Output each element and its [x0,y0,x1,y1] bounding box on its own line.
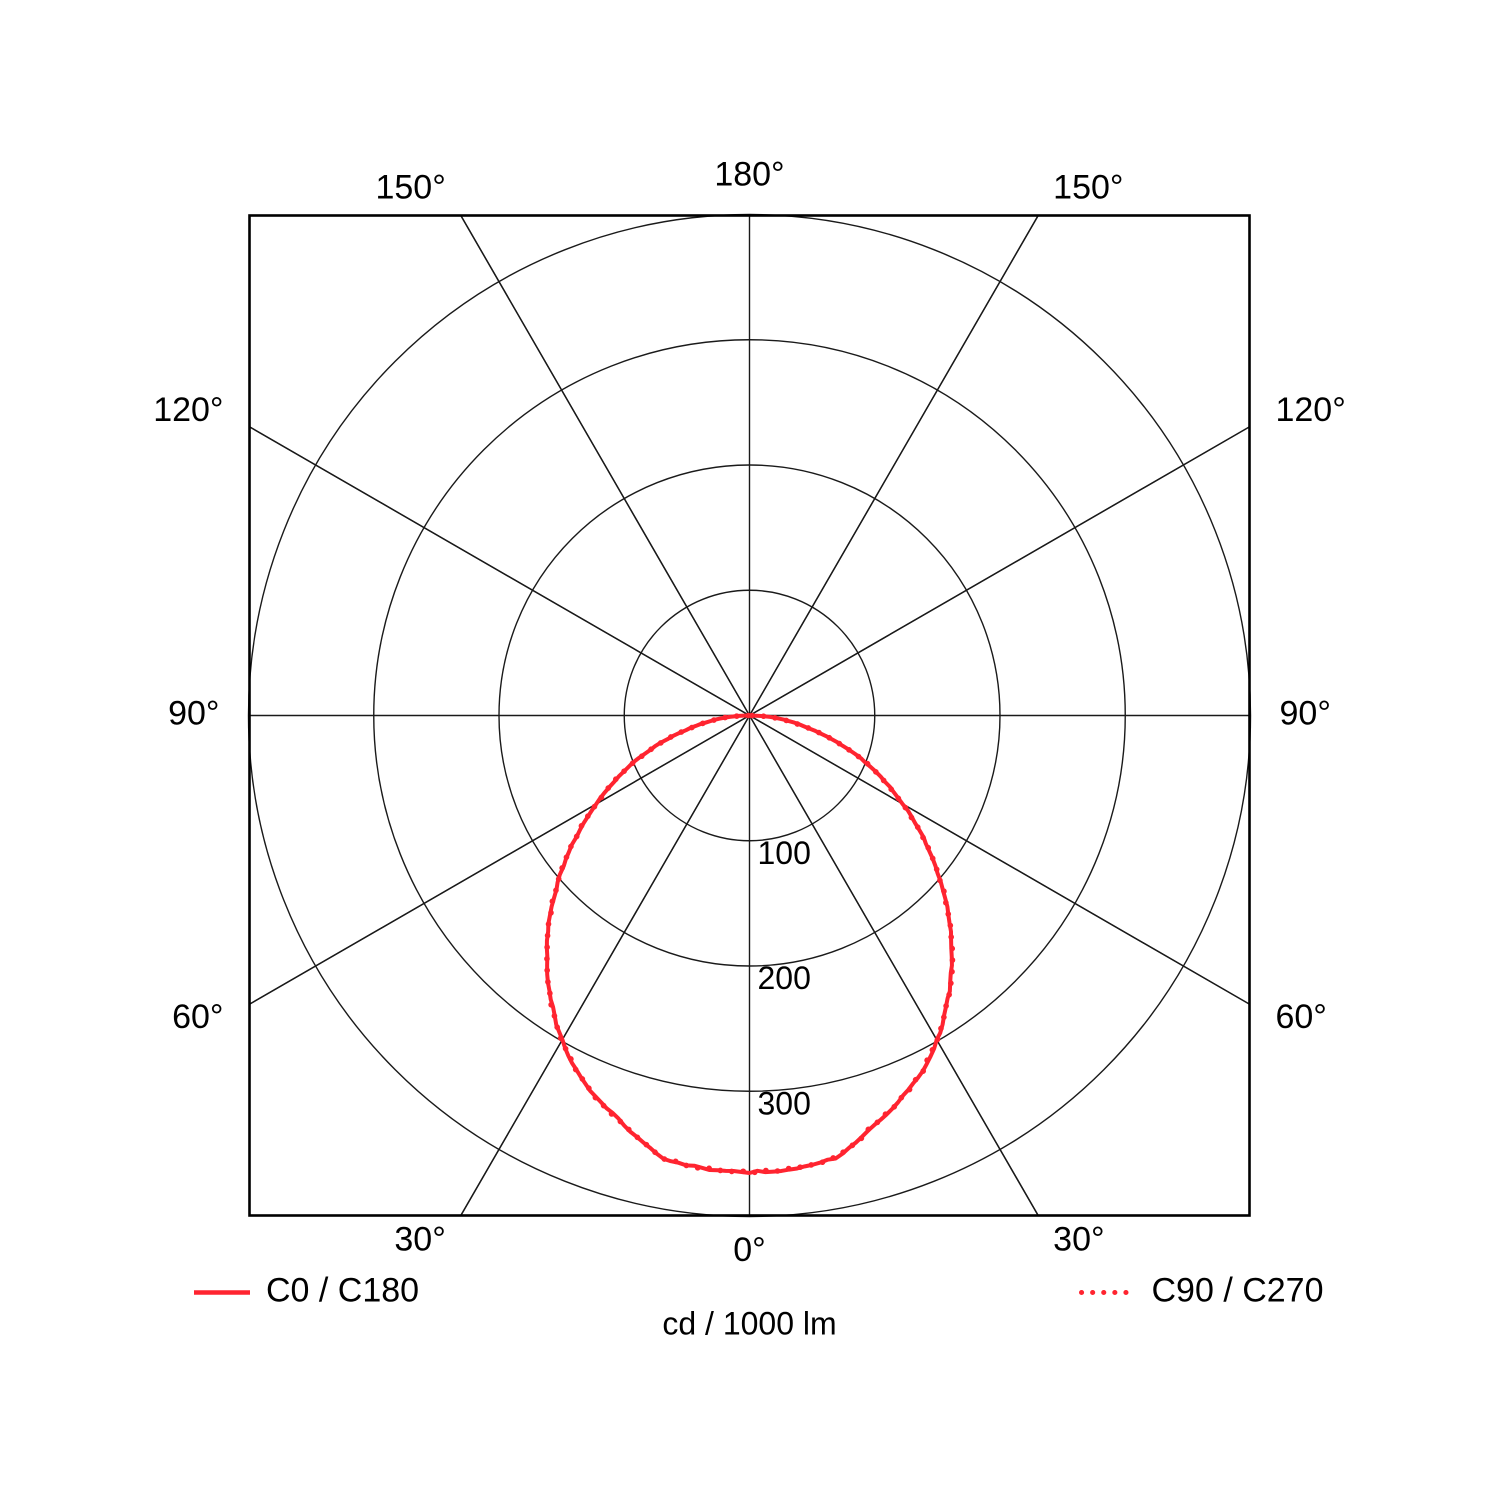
svg-text:180°: 180° [714,156,784,194]
svg-text:120°: 120° [153,391,223,429]
svg-text:0°: 0° [733,1231,766,1269]
svg-text:60°: 60° [172,998,223,1036]
svg-text:90°: 90° [168,694,219,732]
svg-text:150°: 150° [1053,169,1123,207]
svg-text:30°: 30° [1053,1220,1104,1258]
svg-text:300: 300 [758,1085,811,1121]
svg-text:60°: 60° [1275,998,1326,1036]
svg-text:150°: 150° [375,169,445,207]
svg-text:30°: 30° [394,1220,445,1258]
svg-text:90°: 90° [1280,694,1331,732]
svg-text:C0 / C180: C0 / C180 [266,1271,419,1309]
svg-text:200: 200 [758,960,811,996]
svg-text:100: 100 [758,835,811,871]
svg-text:cd / 1000 lm: cd / 1000 lm [662,1305,836,1341]
svg-text:C90 / C270: C90 / C270 [1152,1271,1324,1309]
svg-text:120°: 120° [1275,391,1345,429]
